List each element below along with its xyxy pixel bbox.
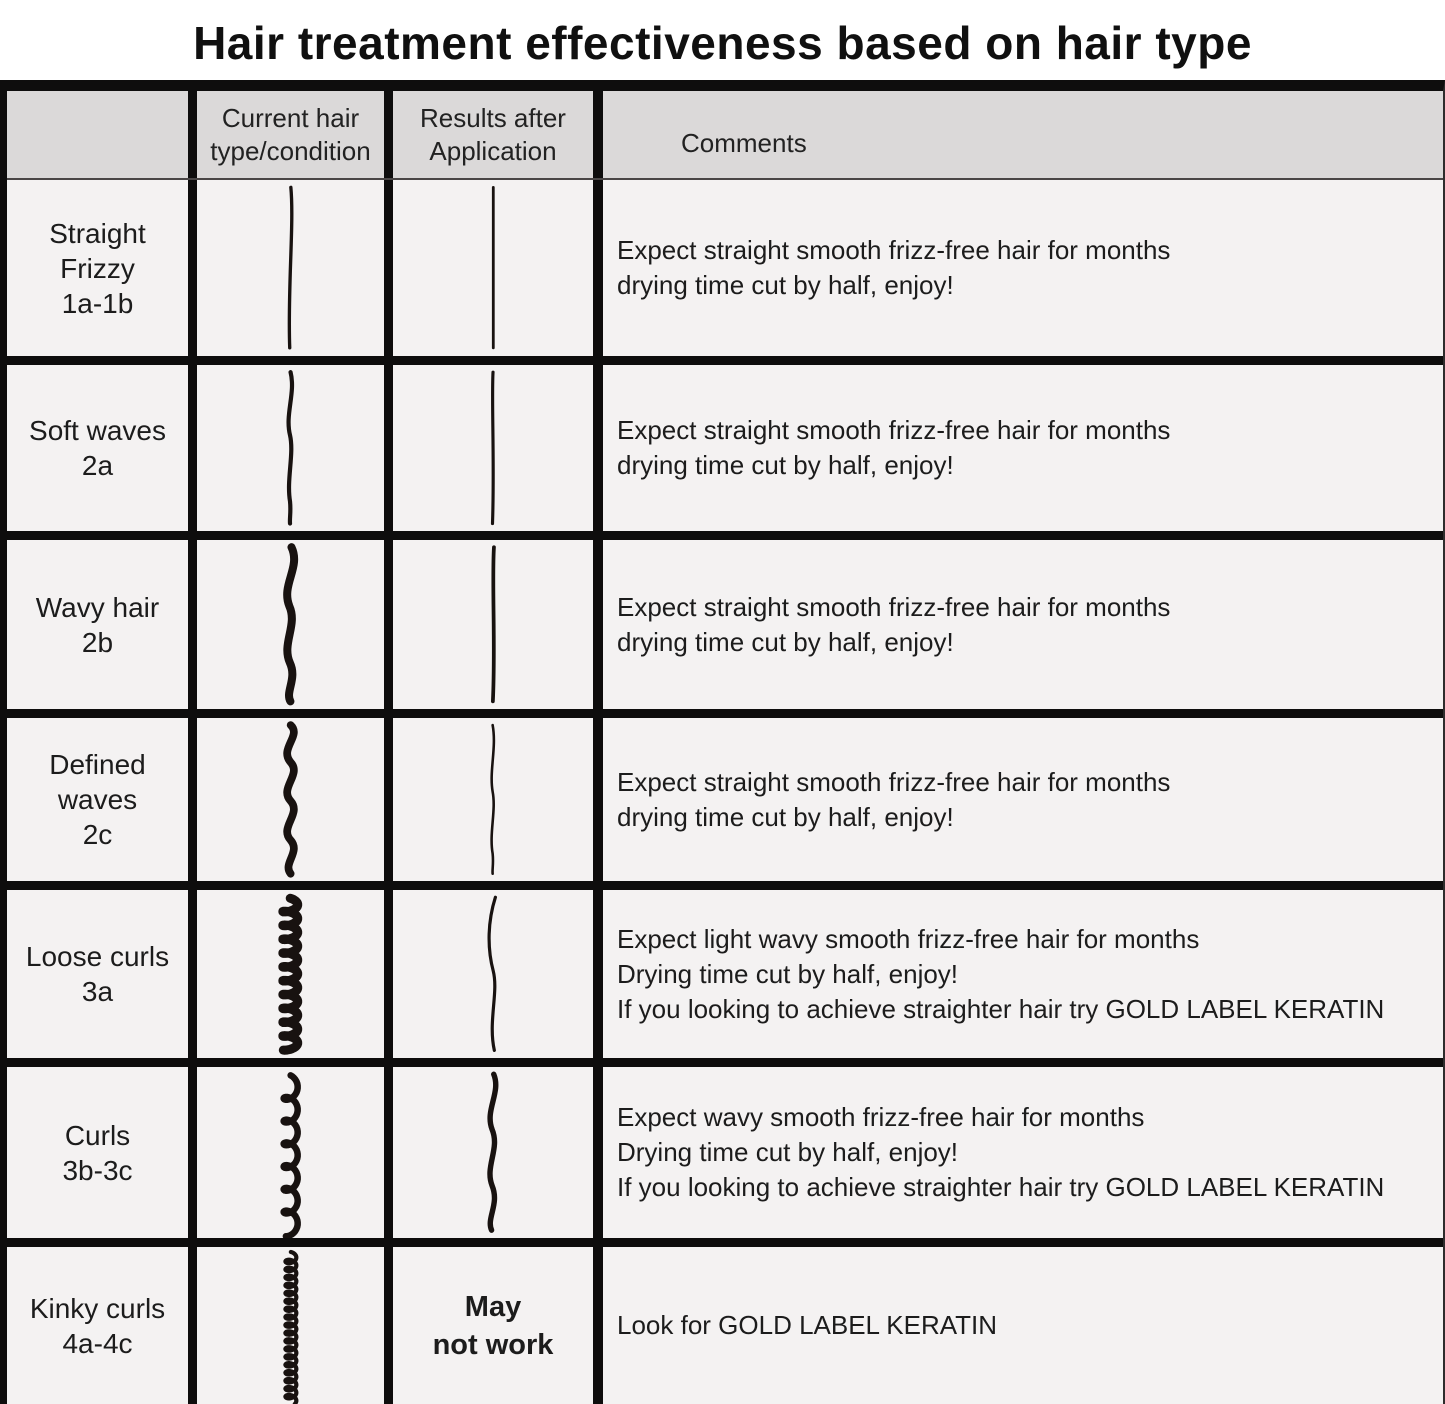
current-hair-cell bbox=[197, 1067, 393, 1238]
header-current-line2: type/condition bbox=[210, 135, 371, 166]
kinky-coil-strand-icon bbox=[282, 1249, 299, 1404]
hair-type-label-line: Straight bbox=[49, 217, 146, 249]
results-cell bbox=[393, 365, 603, 531]
results-cell: May not work bbox=[393, 1247, 603, 1404]
hair-type-label-line: Curls bbox=[64, 1119, 131, 1151]
comment-line: If you looking to achieve straighter hai… bbox=[617, 1172, 1385, 1202]
hair-type-label-line: Wavy hair bbox=[35, 591, 160, 623]
comment-line: Look for GOLD LABEL KERATIN bbox=[617, 1310, 998, 1340]
near-straight-thick-strand-icon bbox=[490, 545, 496, 704]
hair-type-label: Straight Frizzy 1a-1b bbox=[7, 180, 197, 356]
hair-type-label: Kinky curls 4a-4c bbox=[7, 1247, 197, 1404]
hair-type-label-line: 1a-1b bbox=[61, 287, 134, 319]
comment-line: Drying time cut by half, enjoy! bbox=[617, 1137, 959, 1167]
results-cell bbox=[393, 180, 603, 356]
comments-cell: Expect straight smooth frizz-free hair f… bbox=[603, 718, 1443, 881]
comments-cell: Expect light wavy smooth frizz-free hair… bbox=[603, 890, 1443, 1058]
current-hair-cell bbox=[197, 1247, 393, 1404]
hair-type-label-line: Loose curls bbox=[25, 941, 170, 972]
table-row: Loose curls 3a Expect light wavy smooth f… bbox=[7, 881, 1443, 1058]
comment-line: drying time cut by half, enjoy! bbox=[617, 270, 954, 300]
comment-line: Expect wavy smooth frizz-free hair for m… bbox=[617, 1102, 1145, 1132]
current-hair-cell bbox=[197, 180, 393, 356]
hair-type-label-line: 3a bbox=[81, 976, 114, 1007]
near-straight-strand-icon bbox=[490, 370, 495, 526]
comment-line: Expect light wavy smooth frizz-free hair… bbox=[617, 923, 1200, 954]
may-not-work-line: not work bbox=[432, 1328, 554, 1361]
current-hair-cell bbox=[197, 540, 393, 709]
comment-line: Drying time cut by half, enjoy! bbox=[617, 958, 959, 989]
hair-type-label-line: waves bbox=[57, 784, 138, 815]
hair-type-label-line: 2a bbox=[81, 450, 114, 481]
comment-line: If you looking to achieve straighter hai… bbox=[617, 993, 1385, 1024]
comments-cell: Expect straight smooth frizz-free hair f… bbox=[603, 365, 1443, 531]
hair-type-label-line: 2c bbox=[82, 819, 113, 850]
header-results-line2: Application bbox=[429, 135, 557, 166]
header-results: Results after Application bbox=[393, 91, 603, 178]
hair-type-label-line: 3b-3c bbox=[62, 1154, 133, 1186]
comments-cell: Expect wavy smooth frizz-free hair for m… bbox=[603, 1067, 1443, 1238]
slight-wave-strand-icon bbox=[490, 723, 496, 876]
comments-cell: Look for GOLD LABEL KERATIN bbox=[603, 1247, 1443, 1404]
comment-line: Expect straight smooth frizz-free hair f… bbox=[617, 415, 1171, 445]
current-hair-cell bbox=[197, 890, 393, 1058]
hair-type-label-line: Defined bbox=[49, 749, 146, 780]
table-row: Curls 3b-3c Expect wavy smooth frizz-free… bbox=[7, 1058, 1443, 1238]
straight-strand-icon bbox=[491, 186, 495, 350]
current-hair-cell bbox=[197, 718, 393, 881]
current-hair-cell bbox=[197, 365, 393, 531]
wave-medium-strand-icon bbox=[487, 1071, 499, 1234]
straight-frizzy-strand-icon bbox=[287, 186, 294, 350]
hair-type-label-line: 2b bbox=[81, 626, 114, 658]
may-not-work-line: May bbox=[464, 1290, 522, 1323]
header-comments: Comments bbox=[603, 91, 1443, 178]
hair-type-label: Curls 3b-3c bbox=[7, 1067, 197, 1238]
wavy-strand-icon bbox=[283, 543, 299, 706]
page-title: Hair treatment effectiveness based on ha… bbox=[193, 17, 1252, 69]
results-cell bbox=[393, 1067, 603, 1238]
table-row: Wavy hair 2b Expect straight smooth frizz… bbox=[7, 531, 1443, 709]
table-body: Straight Frizzy 1a-1b Expect straight smoo… bbox=[7, 178, 1443, 1404]
header-results-line1: Results after bbox=[420, 102, 566, 133]
results-cell bbox=[393, 890, 603, 1058]
header-hair-type bbox=[7, 91, 197, 178]
comment-line: Expect straight smooth frizz-free hair f… bbox=[617, 235, 1171, 265]
comment-line: drying time cut by half, enjoy! bbox=[617, 626, 954, 657]
comment-line: drying time cut by half, enjoy! bbox=[617, 801, 954, 832]
hair-type-label-line: Frizzy bbox=[60, 252, 135, 284]
header-current-line1: Current hair bbox=[221, 102, 360, 133]
hair-type-label: Loose curls 3a bbox=[7, 890, 197, 1058]
hair-type-label: Wavy hair 2b bbox=[7, 540, 197, 709]
table-row: Defined waves 2c Expect straight smooth fr… bbox=[7, 709, 1443, 881]
tight-squiggle-strand-icon bbox=[278, 893, 303, 1055]
comments-cell: Expect straight smooth frizz-free hair f… bbox=[603, 180, 1443, 356]
hair-type-label: Defined waves 2c bbox=[7, 718, 197, 881]
table-header-row: Current hair type/condition Results afte… bbox=[7, 91, 1443, 178]
table-row: Kinky curls 4a-4c May not work Look for GO… bbox=[7, 1238, 1443, 1404]
hair-type-label-line: Soft waves bbox=[29, 415, 166, 446]
header-current-hair: Current hair type/condition bbox=[197, 91, 393, 178]
comment-line: drying time cut by half, enjoy! bbox=[617, 450, 954, 480]
table-row: Straight Frizzy 1a-1b Expect straight smoo… bbox=[7, 178, 1443, 356]
hair-type-label: Soft waves 2a bbox=[7, 365, 197, 531]
comment-line: Expect straight smooth frizz-free hair f… bbox=[617, 591, 1171, 622]
loop-coil-strand-icon bbox=[280, 1072, 301, 1238]
gentle-wave-strand-icon bbox=[487, 895, 497, 1053]
soft-wave-strand-icon bbox=[286, 370, 295, 526]
hair-type-label-line: 4a-4c bbox=[62, 1327, 133, 1359]
header-comments-label: Comments bbox=[681, 128, 807, 158]
hair-type-label-line: Kinky curls bbox=[29, 1292, 166, 1324]
may-not-work-text: May not work bbox=[393, 1288, 593, 1364]
defined-wave-strand-icon bbox=[283, 721, 298, 878]
comment-line: Expect straight smooth frizz-free hair f… bbox=[617, 766, 1171, 797]
results-cell bbox=[393, 718, 603, 881]
hair-treatment-table: Current hair type/condition Results afte… bbox=[0, 80, 1445, 1404]
table-row: Soft waves 2a Expect straight smooth friz… bbox=[7, 356, 1443, 531]
results-cell bbox=[393, 540, 603, 709]
comments-cell: Expect straight smooth frizz-free hair f… bbox=[603, 540, 1443, 709]
